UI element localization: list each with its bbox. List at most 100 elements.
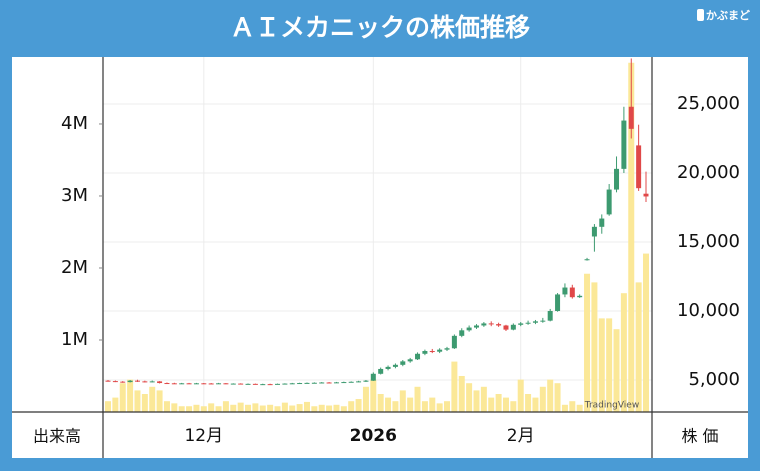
x-tick-label: 12月: [184, 426, 223, 446]
candle-body: [341, 382, 347, 384]
candle-body: [488, 323, 494, 325]
candle-body: [451, 335, 457, 349]
volume-bar: [149, 386, 156, 412]
volume-bar: [495, 393, 502, 412]
watermark: TradingView: [584, 401, 639, 411]
volume-bar: [377, 393, 384, 412]
candle-body: [643, 193, 649, 197]
volume-bar: [230, 404, 237, 412]
y2-tick-label: 3M: [61, 185, 88, 206]
volume-bar: [613, 329, 620, 412]
volume-bar: [628, 62, 635, 412]
volume-bar: [119, 383, 126, 412]
volume-bar: [444, 401, 451, 412]
volume-bar: [289, 405, 296, 412]
volume-bar: [355, 399, 362, 412]
candle-body: [149, 381, 155, 383]
candle-body: [267, 384, 273, 386]
volume-bar: [303, 401, 310, 412]
volume-bar: [620, 293, 627, 412]
candle-body: [223, 383, 229, 385]
volume-bar: [392, 401, 399, 412]
candle-body: [348, 381, 354, 383]
volume-bar: [245, 404, 252, 412]
candle-body: [540, 320, 546, 322]
chart-title: ＡＩメカニックの株価推移: [230, 13, 530, 42]
volume-bar: [584, 273, 591, 412]
volume-bar: [333, 404, 340, 412]
candle-body: [297, 383, 303, 385]
volume-bar: [141, 393, 148, 412]
candle-body: [164, 383, 170, 385]
candle-body: [614, 168, 620, 190]
volume-bar: [643, 253, 649, 412]
candle-body: [621, 120, 627, 169]
candle-body: [392, 364, 398, 367]
y2-tick-label: 1M: [61, 329, 88, 350]
candle-body: [201, 383, 207, 385]
candle-body: [378, 368, 384, 374]
candle-body: [422, 351, 428, 354]
volume-bar: [105, 401, 111, 412]
candle-body: [230, 383, 236, 385]
candle-body: [370, 373, 376, 381]
candle-body: [466, 327, 472, 331]
volume-bar: [267, 404, 274, 412]
candle-body: [591, 226, 597, 237]
volume-bar: [598, 318, 605, 412]
volume-bar: [259, 405, 266, 412]
volume-bar: [178, 406, 185, 412]
plot: [103, 57, 652, 412]
volume-bar: [171, 403, 178, 412]
candle-body: [584, 259, 590, 261]
candle-body: [120, 381, 126, 383]
candle-body: [112, 381, 118, 383]
volume-bar: [414, 386, 421, 412]
candle-body: [606, 189, 612, 215]
candle-body: [577, 295, 583, 298]
candle-body: [105, 380, 111, 382]
logo: かぶまど: [706, 9, 750, 22]
volume-bar: [517, 379, 524, 412]
volume-bar: [326, 405, 333, 412]
volume-bar: [340, 406, 347, 412]
candle-body: [304, 382, 310, 384]
candle-body: [356, 381, 362, 383]
volume-bar: [635, 282, 642, 412]
volume-bar: [156, 390, 163, 412]
candle-body: [157, 381, 163, 384]
candle-body: [193, 383, 199, 385]
candle-body: [496, 324, 502, 326]
volume-bar: [451, 361, 458, 412]
candle-body: [459, 330, 465, 336]
volume-bar: [127, 379, 134, 412]
candle-body: [326, 382, 332, 384]
volume-bar: [385, 397, 392, 412]
candle-body: [260, 384, 266, 386]
volume-bar: [215, 406, 222, 412]
volume-bar: [281, 402, 288, 412]
volume-bar: [407, 397, 414, 412]
y-tick-label: 15,000: [677, 231, 740, 252]
volume-bar: [561, 404, 568, 412]
x-tick-label: 2月: [507, 426, 535, 446]
candle-body: [252, 383, 258, 385]
candle-body: [333, 382, 339, 384]
candle-body: [555, 294, 561, 311]
candle-body: [437, 349, 443, 352]
volume-bar: [348, 401, 355, 412]
volume-bar: [134, 390, 141, 412]
volume-bar: [436, 403, 443, 412]
candle-body: [385, 366, 391, 369]
candle-body: [636, 145, 642, 189]
volume-bar: [193, 404, 200, 412]
candle-body: [407, 359, 413, 362]
volume-bar: [458, 375, 465, 412]
candle-body: [282, 383, 288, 385]
volume-bar: [591, 282, 598, 412]
candle-body: [363, 380, 369, 382]
candle-body: [238, 383, 244, 385]
y-axis-label: 株 価: [681, 427, 718, 446]
y2-axis-label: 出来高: [33, 427, 81, 446]
